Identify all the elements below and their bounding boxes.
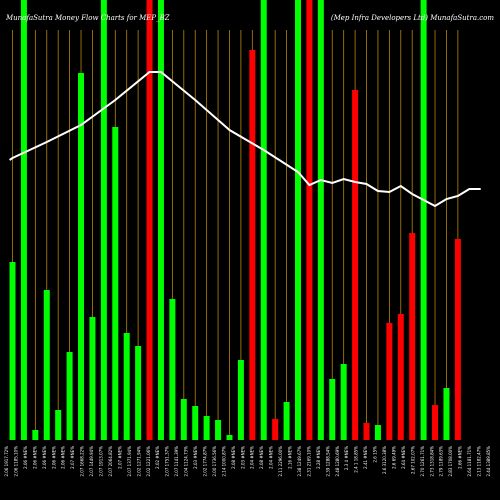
x-tick-label: 2.06 1185.10% [13,446,18,477]
x-tick-label: 2.67 102.07% [410,446,415,474]
x-tick-label: 2.31 2169.10% [306,446,311,477]
bar-inflow [443,388,450,440]
bar-inflow [55,410,62,440]
x-tick-label: 2.6 3120.38% [382,446,387,474]
x-tick-label: 2.07 1751.37% [165,446,170,477]
x-tick-label: 2.00 1736.56% [212,446,217,477]
money-flow-bars [9,0,461,440]
x-tick-label: 2.07 1141.39% [174,446,179,477]
x-tick-label: 2.06 #NE% [51,446,56,469]
x-tick-label: 2.04 #NE% [250,446,255,469]
x-tick-label: 2.02 1774.87% [202,446,207,477]
x-tick-label: 2.48 1280.69% [335,446,340,477]
bar-outflow [272,419,279,440]
bar-inflow [317,0,324,440]
x-tick-label: 2.6 69.49% [391,446,396,469]
bar-inflow [260,0,267,440]
price-line [9,71,481,208]
chart-title-left: MunafaSutra Money Flow Charts for MEP_BZ [5,14,170,22]
x-tick-label: 2.08 #NE% [231,446,236,469]
x-tick-label: 2.28 #NE% [316,446,321,469]
x-tick-label: 2.07 #NE% [117,446,122,469]
bar-inflow [78,73,85,440]
bar-inflow [89,317,96,440]
x-tick-label: 2.04 1124.73% [184,446,189,477]
x-tick-label: 2.38 1249.67% [297,446,302,477]
x-tick-label: 2.02 1271.94% [136,446,141,477]
x-tick-label: 2.07 1668.22% [80,446,85,477]
bar-inflow [135,346,142,440]
chart-title-right: (Mep Infra Developers Ltd) MunafaSutra.c… [331,14,494,22]
bar-outflow [249,50,256,440]
bar-inflow [157,0,164,440]
bar-inflow [32,430,39,440]
x-tick-label: 2.79 1189.63% [439,446,444,477]
x-tick-label: 2.07 1913.07% [99,446,104,477]
bar-outflow [146,0,153,440]
bar-inflow [283,402,290,440]
x-tick-label: 2.06 #NE% [32,446,37,469]
bar-outflow [306,0,313,440]
bar-outflow [409,233,416,440]
x-tick-label: 2.06 #NE% [42,446,47,469]
bar-inflow [100,0,107,440]
bar-outflow [397,314,404,440]
bar-outflow [432,405,439,440]
x-tick-label: 2.06 1917.72% [4,446,9,477]
x-tick-label: 2.07 2064.82% [108,446,113,477]
bar-inflow [169,299,176,440]
x-tick-label: 2.3 4 #NE% [344,446,349,470]
x-tick-label: 2.4 1 18.85% [354,446,359,473]
x-tick-label: 2.66 #NE% [458,446,463,469]
x-tick-label: 2.02 1221.06% [146,446,151,477]
x-tick-label: 2.41 #NE% [363,446,368,469]
x-tick-label: 2.64 1181.71% [467,446,472,477]
x-tick-label: 2.04 #NE% [269,446,274,469]
x-tick-label: 2.6 15% [373,446,378,463]
bar-inflow [226,435,233,440]
x-tick-label: 2.14 1000.87% [221,446,226,477]
x-tick-label: 2.06 #NE% [23,446,28,469]
x-tick-label: 2.07 1449.94% [89,446,94,477]
bar-inflow [20,0,27,440]
x-tick-label: 2.03 #NE% [240,446,245,469]
bar-inflow [180,399,187,440]
x-tick-label: 2.64 #NE% [401,446,406,469]
x-tick-label: 2.39 1288.54% [325,446,330,477]
bar-outflow [363,423,370,440]
bar-outflow [386,323,393,440]
x-tick-label: 2.08 #NE% [259,446,264,469]
x-tick-label: 2.07 #NE% [70,446,75,469]
bar-inflow [215,420,222,440]
x-tick-label: 2.44 1389.85% [486,446,491,477]
x-tick-label: 2.11 2296.00% [278,446,283,477]
x-tick-label: 2.02 #NE% [155,446,160,469]
bar-inflow [237,360,244,440]
x-tick-label: 2.83 1708.00% [448,446,453,477]
bar-inflow [9,262,16,440]
bar-inflow [420,0,427,440]
x-axis-labels: 2.06 1917.72% 2.06 1185.10% 2.06 #NE% 2.06 … [4,446,491,477]
bar-inflow [192,406,199,440]
x-tick-label: 2.06 #NE% [61,446,66,469]
bar-inflow [329,379,336,440]
x-tick-label: 2.16 #NE% [288,446,293,469]
bar-inflow [203,416,210,440]
x-tick-label: 2.70 1261.71% [420,446,425,477]
bar-inflow [123,333,130,440]
x-tick-label: 2.73 1318.84% [429,446,434,477]
bar-outflow [454,239,461,440]
bar-outflow [352,90,359,440]
x-tick-label: 2.03 #NE% [193,446,198,469]
bar-inflow [374,425,381,440]
bar-inflow [295,0,301,440]
bar-inflow [112,127,119,440]
x-tick-label: 2.13 1182.47% [477,446,482,477]
bar-inflow [43,290,50,440]
x-tick-label: 2.07 1371.94% [127,446,132,477]
bar-inflow [66,352,73,440]
bar-inflow [340,364,347,440]
